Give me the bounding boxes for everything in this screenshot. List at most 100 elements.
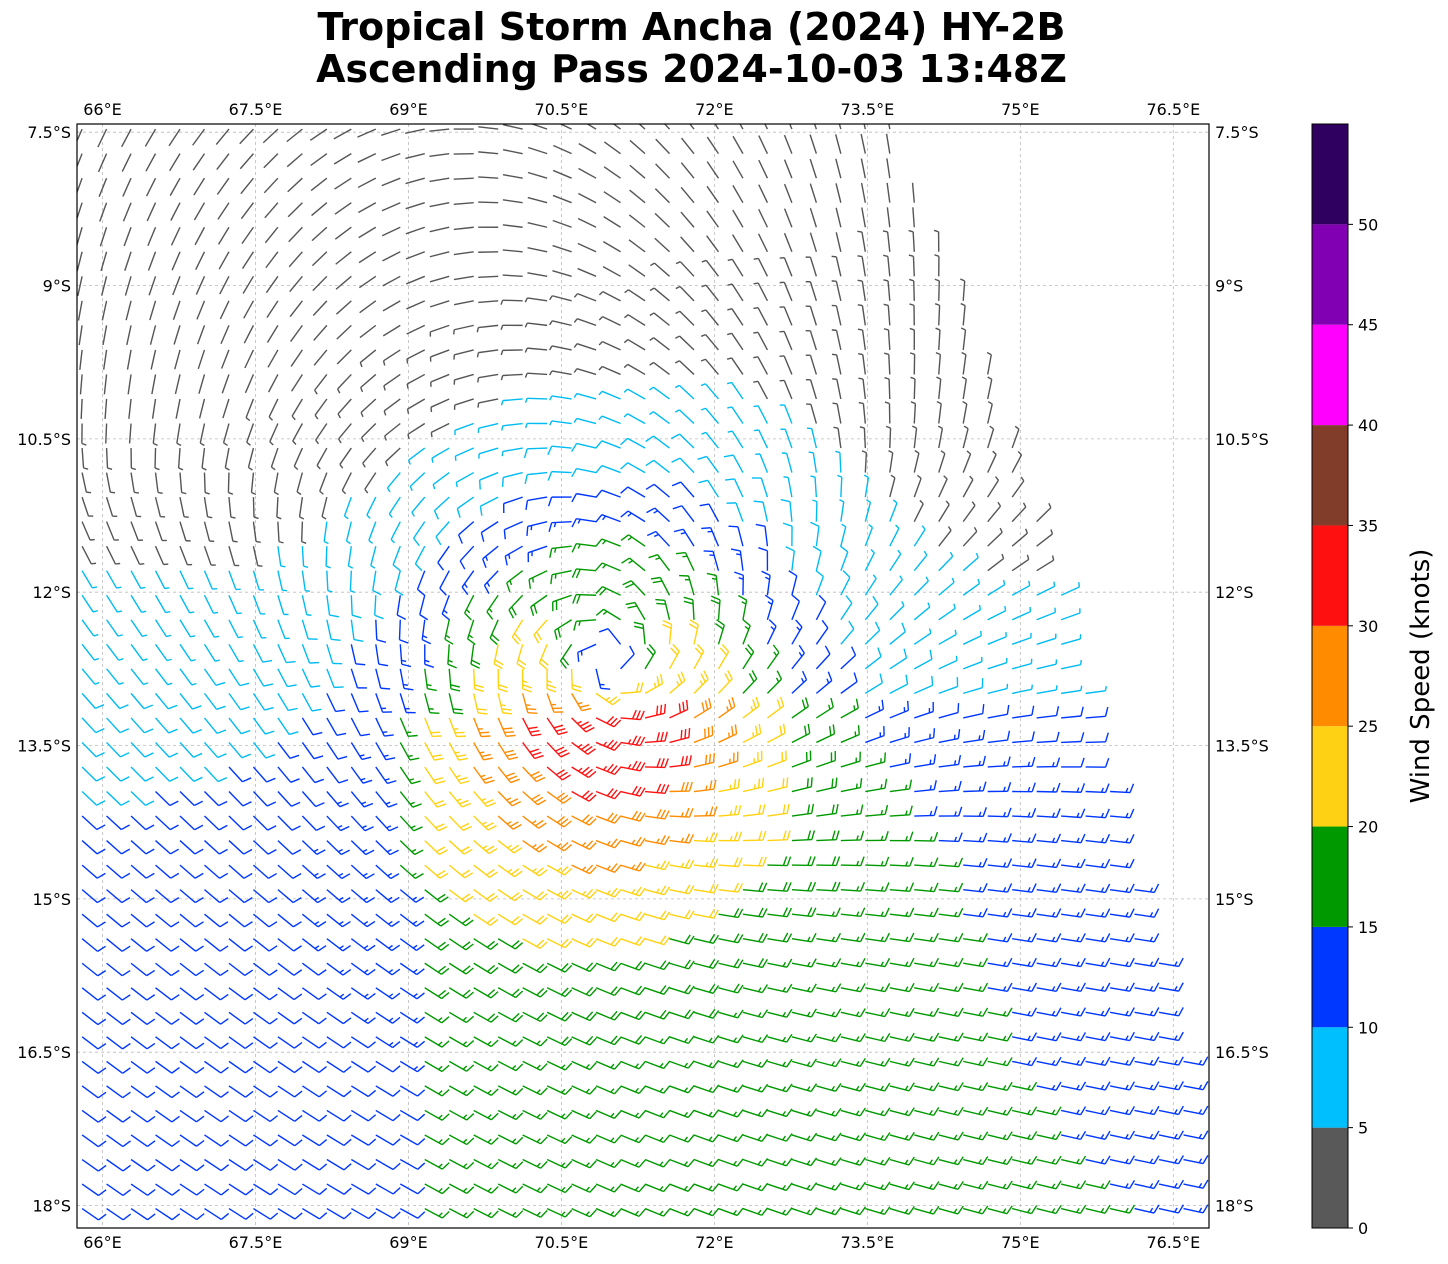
wind-barb [1036, 731, 1060, 744]
wind-barb [289, 300, 303, 318]
wind-barb [669, 699, 689, 719]
wind-barb [987, 579, 1006, 596]
wind-barb [388, 496, 401, 518]
wind-barb [216, 153, 230, 170]
wind-barb [913, 576, 929, 596]
wind-barb [645, 435, 670, 449]
wind-barb [781, 452, 793, 473]
wind-barb [81, 668, 100, 685]
wind-barb [287, 177, 303, 193]
wind-barb [857, 328, 867, 351]
wind-barb [448, 668, 461, 692]
wind-barb [127, 374, 132, 395]
wind-barb [106, 643, 124, 661]
wind-barb [326, 619, 341, 642]
wind-barb [106, 741, 130, 758]
wind-barb [962, 630, 982, 645]
wind-barb [779, 404, 793, 424]
wind-barb [326, 766, 349, 784]
wind-barb [81, 447, 89, 470]
wind-barb [106, 717, 130, 734]
wind-barb [455, 471, 475, 488]
wind-barb [809, 134, 818, 154]
wind-barb [783, 134, 793, 154]
wind-barb [179, 741, 203, 758]
wind-barb [179, 668, 197, 686]
wind-barb [889, 700, 910, 719]
wind-barb [938, 729, 961, 744]
wind-barb [559, 124, 572, 130]
wind-barb [310, 177, 328, 192]
wind-barb [730, 548, 744, 571]
wind-barb [228, 643, 244, 663]
wind-barb [933, 229, 940, 252]
wind-barb [783, 476, 793, 498]
wind-barb [620, 645, 635, 670]
wind-barb [228, 741, 251, 759]
wind-barb [170, 226, 181, 246]
wind-barb [669, 727, 691, 744]
wind-barb [124, 276, 132, 296]
wind-barb [577, 643, 597, 662]
wind-barb [858, 377, 867, 400]
wind-barb [864, 673, 883, 694]
wind-barb [252, 717, 275, 735]
wind-barb [812, 545, 822, 571]
wind-barb [909, 352, 916, 375]
wind-barb [527, 247, 548, 253]
wind-barb [835, 158, 842, 179]
wind-barb [500, 324, 523, 331]
wind-barb [149, 325, 157, 345]
wind-barb [350, 693, 369, 713]
wind-barb [625, 601, 646, 621]
wind-barb [292, 423, 303, 445]
wind-barb [552, 169, 572, 179]
wind-barb [812, 499, 818, 522]
wind-barb [500, 398, 523, 406]
wind-barb [726, 381, 744, 400]
wind-barb [882, 230, 891, 252]
wind-barb [154, 619, 172, 638]
wind-barb [483, 570, 499, 594]
wind-barb [477, 398, 499, 408]
wind-barb [203, 570, 218, 590]
wind-barb [381, 152, 401, 162]
wind-barb [267, 349, 279, 368]
wind-barb [154, 668, 173, 686]
wind-barb [549, 545, 572, 558]
wind-barb [382, 251, 401, 262]
wind-barb [523, 447, 548, 459]
wind-barb [106, 692, 129, 710]
wind-barb [837, 474, 843, 498]
wind-barb [805, 354, 818, 375]
wind-barb [311, 202, 328, 217]
wind-barb [683, 596, 695, 620]
wind-barb [603, 216, 621, 228]
wind-barb [620, 534, 646, 547]
wind-barb [554, 619, 572, 640]
wind-barb [319, 472, 328, 495]
wind-barb [1036, 503, 1052, 523]
wind-barb [864, 549, 875, 572]
wind-barb [538, 644, 549, 670]
wind-barb [424, 717, 442, 738]
wind-barb [840, 570, 851, 596]
wind-barb [595, 489, 621, 499]
wind-barb [171, 251, 181, 271]
wind-barb [219, 275, 230, 295]
wind-barb [195, 276, 206, 295]
wind-barb [987, 704, 1010, 719]
wind-barb [644, 674, 664, 694]
wind-barb [598, 390, 621, 400]
wind-barb [203, 741, 227, 759]
wind-barb [508, 594, 524, 619]
wind-barb [102, 325, 108, 346]
wind-barb [375, 717, 394, 737]
wind-barb [454, 447, 474, 461]
wind-barb [170, 202, 181, 221]
wind-barb [706, 185, 720, 204]
wind-barb [265, 275, 279, 294]
wind-barb [546, 693, 564, 713]
wind-barb [1011, 502, 1027, 523]
wind-barb [595, 562, 621, 572]
